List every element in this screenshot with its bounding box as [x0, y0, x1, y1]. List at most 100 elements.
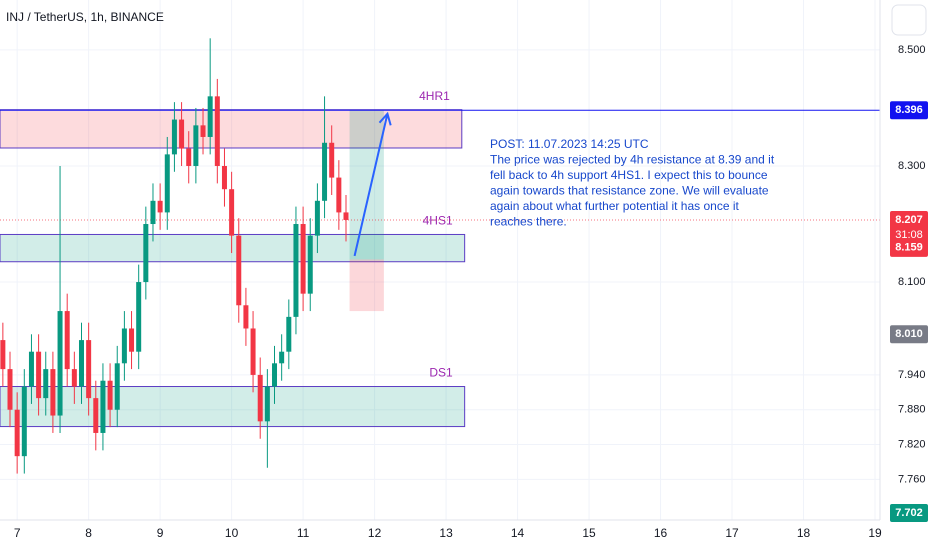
x-tick-label: 9 — [157, 526, 164, 540]
candle-body — [21, 386, 27, 457]
candle-body — [257, 374, 263, 422]
candle-body — [286, 316, 292, 352]
arrow-line — [353, 113, 389, 257]
candle-body — [93, 398, 99, 433]
x-tick-label: 16 — [654, 526, 668, 540]
candle-body — [293, 224, 299, 317]
x-tick-label: 15 — [582, 526, 596, 540]
zone — [0, 233, 466, 263]
candle-body — [307, 235, 313, 294]
x-tick-label: 12 — [368, 526, 382, 540]
candle-body — [300, 224, 306, 294]
zone-label: 4HR1 — [419, 89, 450, 103]
x-tick-label: 11 — [297, 526, 310, 540]
chart-title: INJ / TetherUS, 1h, BINANCE — [6, 10, 164, 24]
y-tick-label: 8.300 — [898, 160, 926, 172]
candle-body — [164, 154, 170, 213]
candle-body — [243, 305, 249, 329]
x-tick-label: 17 — [725, 526, 739, 540]
x-tick-label: 7 — [14, 526, 21, 540]
candle-body — [322, 142, 328, 201]
candle-body — [150, 200, 156, 225]
candle-body — [207, 96, 213, 137]
candle-body — [64, 311, 70, 370]
candle-body — [236, 235, 242, 306]
x-tick-label: 13 — [439, 526, 453, 540]
price-label-box — [890, 325, 928, 344]
zone — [0, 386, 466, 428]
price-label-box — [890, 238, 928, 257]
candle-body — [200, 125, 206, 137]
settings-button[interactable] — [891, 4, 927, 36]
countdown: 31:08 — [895, 229, 923, 241]
annotation-text: fell back to 4h support 4HS1. I expect t… — [490, 168, 768, 182]
candle-body — [0, 340, 6, 370]
x-tick-label: 14 — [511, 526, 525, 540]
candle-body — [78, 340, 84, 387]
price-label-box — [890, 210, 928, 243]
candle-body — [100, 380, 106, 433]
candle-body — [43, 369, 49, 399]
price-label: 7.702 — [895, 507, 923, 519]
candle-body — [279, 351, 285, 364]
annotation-text: POST: 11.07.2023 14:25 UTC — [490, 137, 649, 151]
zone-label: 4HS1 — [423, 214, 453, 228]
stop-area — [349, 259, 384, 312]
price-label-box — [890, 504, 928, 523]
candle-body — [143, 224, 149, 283]
price-label: 8.396 — [895, 104, 923, 116]
candle-body — [157, 200, 163, 213]
candle-body — [221, 165, 227, 190]
candle-body — [329, 142, 335, 178]
price-label: 8.159 — [895, 242, 923, 254]
candle-body — [107, 380, 113, 410]
y-tick-label: 7.820 — [898, 438, 926, 450]
candle-body — [179, 119, 185, 149]
annotation-text: The price was rejected by 4h resistance … — [490, 153, 775, 167]
candle-body — [36, 351, 42, 399]
candle-body — [214, 96, 220, 166]
candle-body — [314, 200, 320, 236]
candle-body — [193, 125, 199, 166]
zone — [0, 109, 463, 149]
x-tick-label: 10 — [225, 526, 239, 540]
candle-body — [229, 189, 235, 236]
annotation-text: reaches there. — [490, 215, 567, 229]
candle-body — [136, 282, 142, 352]
price-label-box — [890, 101, 928, 120]
candle-body — [336, 177, 342, 213]
x-tick-label: 8 — [85, 526, 92, 540]
y-tick-label: 7.880 — [898, 404, 926, 416]
candle-body — [272, 363, 278, 387]
candle-body — [114, 363, 120, 410]
candle-body — [186, 148, 192, 166]
candle-body — [121, 328, 127, 364]
candle-body — [28, 351, 34, 387]
y-tick-label: 8.100 — [898, 276, 926, 288]
price-label: 8.010 — [895, 328, 923, 340]
candle-body — [71, 369, 77, 387]
y-tick-label: 7.940 — [898, 369, 926, 381]
candle-body — [343, 212, 349, 220]
x-tick-label: 19 — [868, 526, 882, 540]
candle-body — [86, 340, 92, 399]
candle-body — [57, 311, 63, 416]
x-tick-label: 18 — [797, 526, 811, 540]
candle-body — [250, 328, 256, 375]
candle-body — [264, 386, 270, 422]
candle-body — [129, 328, 135, 352]
price-label: 8.207 — [895, 214, 923, 226]
arrow-head — [378, 111, 392, 126]
annotation-text: again towards that resistance zone. We w… — [490, 184, 769, 198]
candle-body — [14, 409, 20, 457]
candle-body — [7, 369, 13, 410]
target-area — [349, 110, 384, 260]
candle-body — [50, 369, 56, 416]
y-tick-label: 8.500 — [898, 44, 926, 56]
y-tick-label: 7.760 — [898, 473, 926, 485]
annotation-text: again about what further potential it ha… — [490, 199, 739, 213]
zone-label: DS1 — [429, 366, 453, 380]
candle-body — [171, 119, 177, 155]
